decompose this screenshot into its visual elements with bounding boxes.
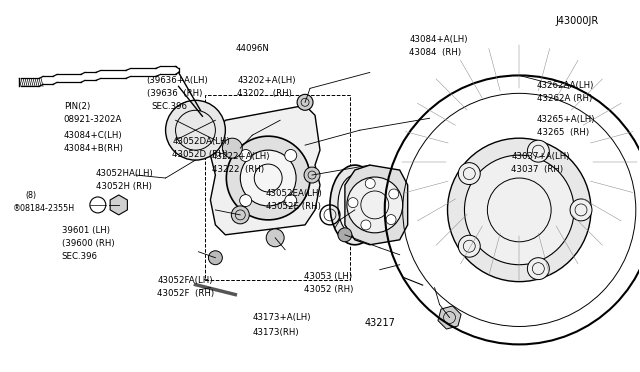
Circle shape [222,138,243,158]
Circle shape [386,215,396,225]
Ellipse shape [330,165,380,245]
Text: 43052F  (RH): 43052F (RH) [157,289,214,298]
Circle shape [458,235,480,257]
Circle shape [239,150,252,161]
Circle shape [227,136,310,220]
Circle shape [304,167,320,183]
Circle shape [447,138,591,282]
Text: 39601 (LH): 39601 (LH) [62,226,110,235]
Circle shape [347,177,403,233]
Text: 43084+A(LH): 43084+A(LH) [409,35,468,44]
Text: 43052D (RH): 43052D (RH) [172,150,228,159]
Text: 43084+C(LH): 43084+C(LH) [64,131,122,141]
Circle shape [266,229,284,247]
Text: 43265  (RH): 43265 (RH) [537,128,589,137]
Circle shape [231,206,249,224]
Text: 44096N: 44096N [236,44,269,53]
Text: 43052E (RH): 43052E (RH) [266,202,321,211]
Circle shape [297,94,313,110]
Ellipse shape [338,175,372,235]
Text: J43000JR: J43000JR [556,16,599,26]
Text: 43202+A(LH): 43202+A(LH) [237,76,296,85]
Text: 43052 (RH): 43052 (RH) [304,285,353,294]
Text: (39636+A(LH): (39636+A(LH) [147,76,208,85]
Text: 43222+A(LH): 43222+A(LH) [212,152,270,161]
Circle shape [361,220,371,230]
Text: 43173(RH): 43173(RH) [253,328,300,337]
Text: SEC.396: SEC.396 [151,102,187,111]
Text: 43037+A(LH): 43037+A(LH) [511,152,570,161]
Polygon shape [211,105,320,235]
Text: (8): (8) [26,191,36,200]
Text: 43052EA(LH): 43052EA(LH) [266,189,323,198]
Circle shape [240,150,296,206]
Text: 08921-3202A: 08921-3202A [64,115,122,124]
Circle shape [239,195,252,206]
Circle shape [527,258,549,280]
Circle shape [365,179,375,189]
Text: PIN(2): PIN(2) [64,102,90,111]
Text: 43084+B(RH): 43084+B(RH) [64,144,124,153]
Circle shape [209,251,222,265]
Circle shape [388,189,399,199]
Circle shape [348,198,358,208]
Text: ®08184-2355H: ®08184-2355H [13,204,75,213]
Text: SEC.396: SEC.396 [62,252,98,261]
Text: 43262A (RH): 43262A (RH) [537,94,592,103]
Text: 43052HA(LH): 43052HA(LH) [95,169,154,177]
Circle shape [458,163,480,185]
Polygon shape [438,306,461,329]
Text: 43037  (RH): 43037 (RH) [511,165,563,174]
Circle shape [527,140,549,162]
Text: 43265+A(LH): 43265+A(LH) [537,115,595,124]
Circle shape [465,155,574,265]
Circle shape [166,100,225,160]
Text: (39600 (RH): (39600 (RH) [62,239,115,248]
Circle shape [285,150,297,161]
Text: 43202   (RH): 43202 (RH) [237,89,292,98]
Text: 43052H (RH): 43052H (RH) [95,182,152,190]
Text: (39636  (RH): (39636 (RH) [147,89,202,98]
Circle shape [285,195,297,206]
Text: 43262AA(LH): 43262AA(LH) [537,81,594,90]
Text: 43217: 43217 [365,318,396,328]
Polygon shape [345,165,408,245]
Text: 43084  (RH): 43084 (RH) [409,48,461,57]
Text: 43052FA(LH): 43052FA(LH) [157,276,213,285]
Text: 43053 (LH): 43053 (LH) [304,272,352,281]
Text: 43222  (RH): 43222 (RH) [212,165,264,174]
Circle shape [570,199,592,221]
Circle shape [338,228,352,242]
Text: 43173+A(LH): 43173+A(LH) [253,313,312,322]
Text: 43052DA(LH): 43052DA(LH) [172,137,230,146]
